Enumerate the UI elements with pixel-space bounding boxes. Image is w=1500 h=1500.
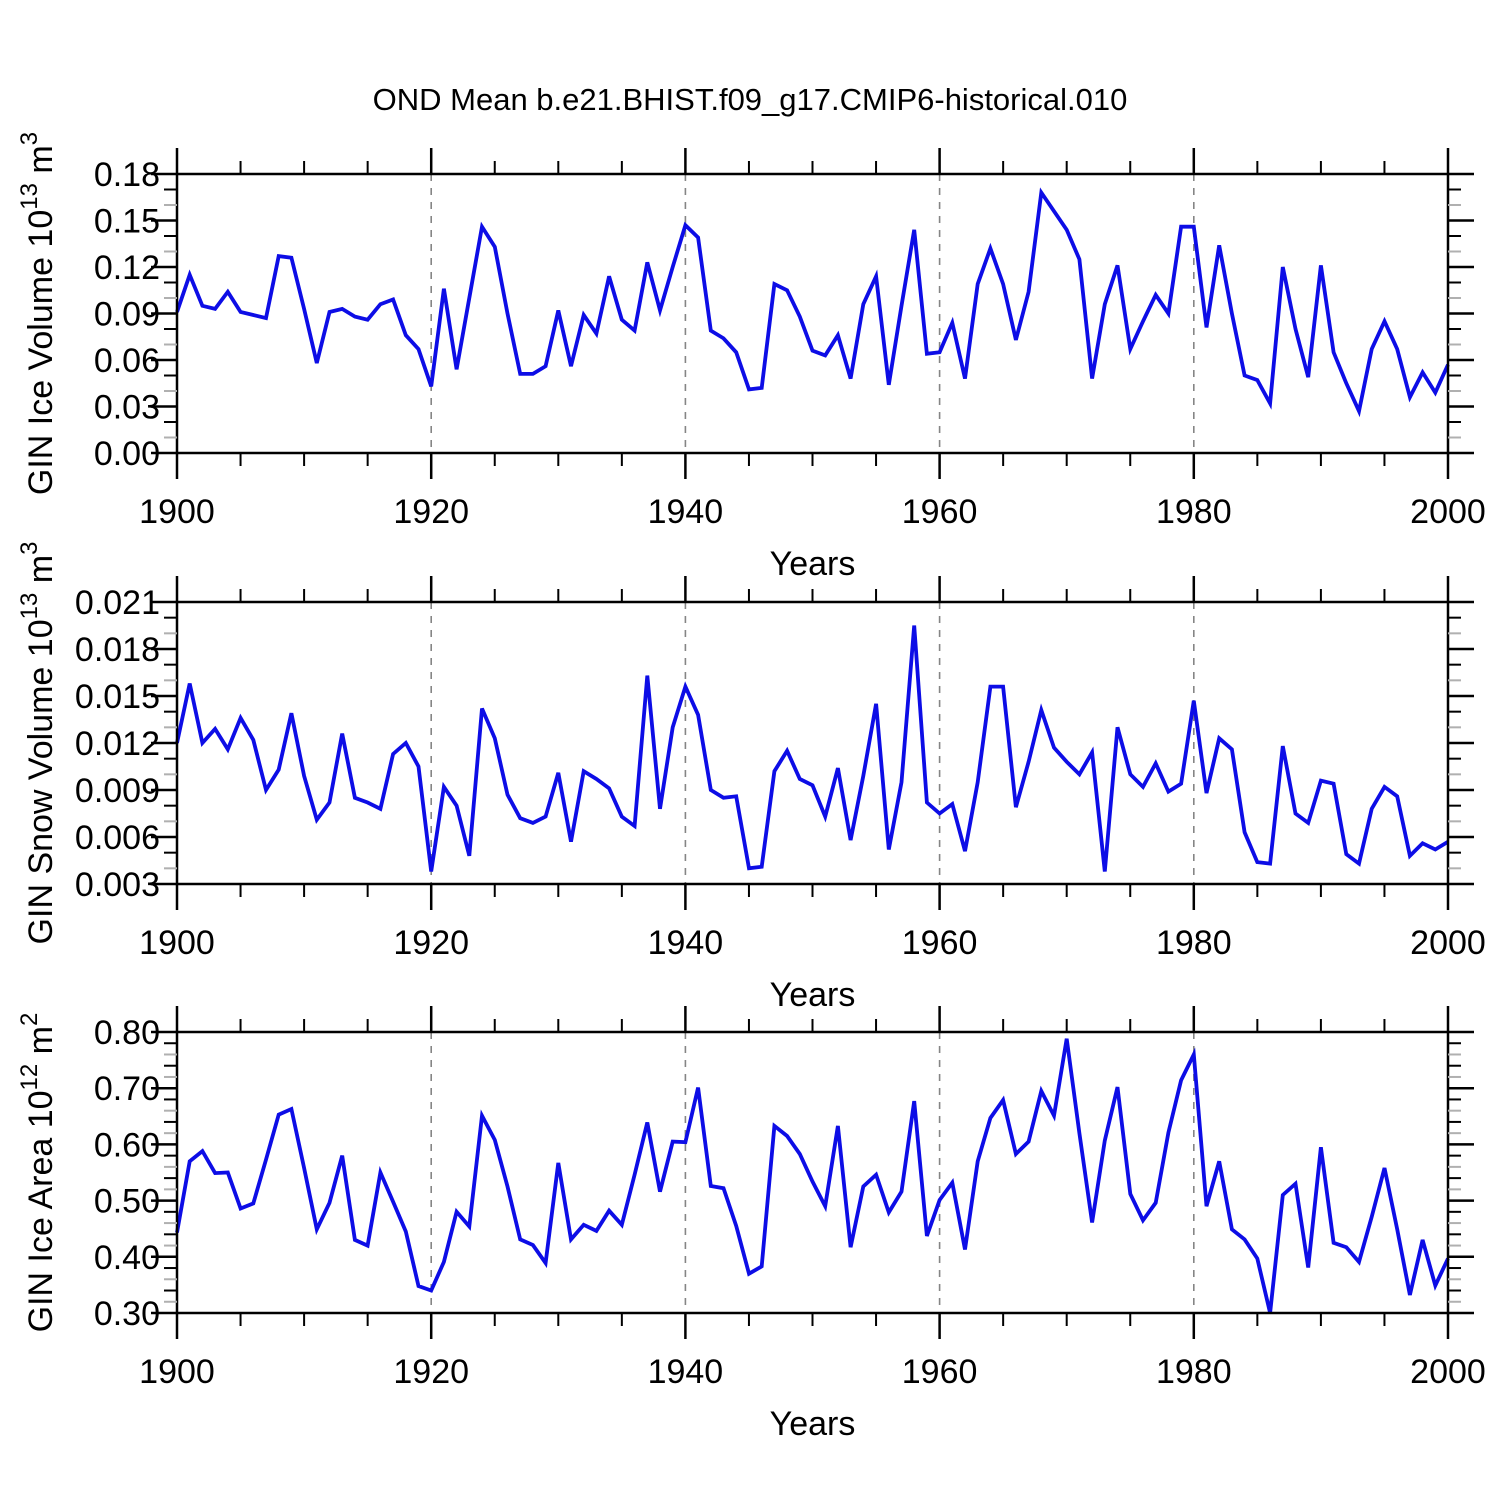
x-tick-label: 1900 (139, 924, 215, 962)
x-axis-title: Years (770, 1405, 856, 1443)
x-tick-label: 2000 (1410, 924, 1486, 962)
y-tick-label: 0.18 (94, 156, 160, 194)
x-tick-label: 1960 (902, 493, 978, 531)
y-tick-label: 0.003 (75, 866, 160, 904)
y-tick-label: 0.015 (75, 678, 160, 716)
x-axis-title: Years (770, 976, 856, 1014)
x-tick-label: 1920 (393, 493, 469, 531)
x-axis-title: Years (770, 545, 856, 583)
x-tick-label: 1980 (1156, 1353, 1232, 1391)
x-tick-label: 1940 (648, 924, 724, 962)
series-line-gin-snow-volume (175, 625, 1449, 872)
y-tick-label: 0.03 (94, 389, 160, 427)
y-axis-title: GIN Snow Volume 1013 m3 (16, 542, 60, 945)
y-tick-label: 0.30 (94, 1295, 160, 1333)
y-tick-label: 0.00 (94, 435, 160, 473)
x-tick-label: 1940 (648, 493, 724, 531)
plot-frame (175, 172, 1450, 455)
y-tick-label: 0.50 (94, 1183, 160, 1221)
panel-gin-ice-area: 1900 1920 1940 1960 1980 2000 0.30 0.40 0.50 0.60… (16, 1006, 1486, 1443)
x-tick-label: 1980 (1156, 493, 1232, 531)
y-tick-label: 0.012 (75, 725, 160, 763)
figure-title: OND Mean b.e21.BHIST.f09_g17.CMIP6-histo… (372, 82, 1128, 117)
y-tick-label: 0.12 (94, 249, 160, 287)
y-axis-title: GIN Ice Volume 1013 m3 (16, 132, 60, 495)
panel-gin-ice-volume: 1900 1920 1940 1960 1980 2000 0.00 0.03 0.06 0.09… (16, 132, 1486, 583)
x-tick-label: 1920 (393, 924, 469, 962)
y-tick-label: 0.09 (94, 296, 160, 334)
x-tick-label: 1900 (139, 1353, 215, 1391)
y-tick-label: 0.80 (94, 1014, 160, 1052)
y-tick-label: 0.021 (75, 584, 160, 622)
series-line-gin-ice-volume (175, 187, 1450, 418)
x-tick-label: 1900 (139, 493, 215, 531)
x-tick-label: 1960 (902, 1353, 978, 1391)
y-tick-label: 0.60 (94, 1126, 160, 1164)
x-tick-label: 1940 (648, 1353, 724, 1391)
y-tick-label: 0.06 (94, 342, 160, 380)
series-line-gin-ice-area (175, 1038, 1450, 1314)
y-tick-label: 0.40 (94, 1239, 160, 1277)
x-tick-label: 2000 (1410, 493, 1486, 531)
y-tick-label: 0.018 (75, 631, 160, 669)
plot-frame (175, 1030, 1450, 1315)
x-tick-label: 1960 (902, 924, 978, 962)
panel-gin-snow-volume: 1900 1920 1940 1960 1980 2000 0.003 0.006 0.009 0… (16, 542, 1486, 1014)
y-tick-label: 0.15 (94, 203, 160, 241)
x-tick-label: 2000 (1410, 1353, 1486, 1391)
x-tick-label: 1920 (393, 1353, 469, 1391)
y-tick-label: 0.70 (94, 1070, 160, 1108)
x-tick-label: 1980 (1156, 924, 1232, 962)
y-tick-label: 0.006 (75, 819, 160, 857)
y-axis-title: GIN Ice Area 1012 m2 (16, 1013, 60, 1333)
plot-frame (175, 600, 1450, 886)
y-tick-label: 0.009 (75, 772, 160, 810)
